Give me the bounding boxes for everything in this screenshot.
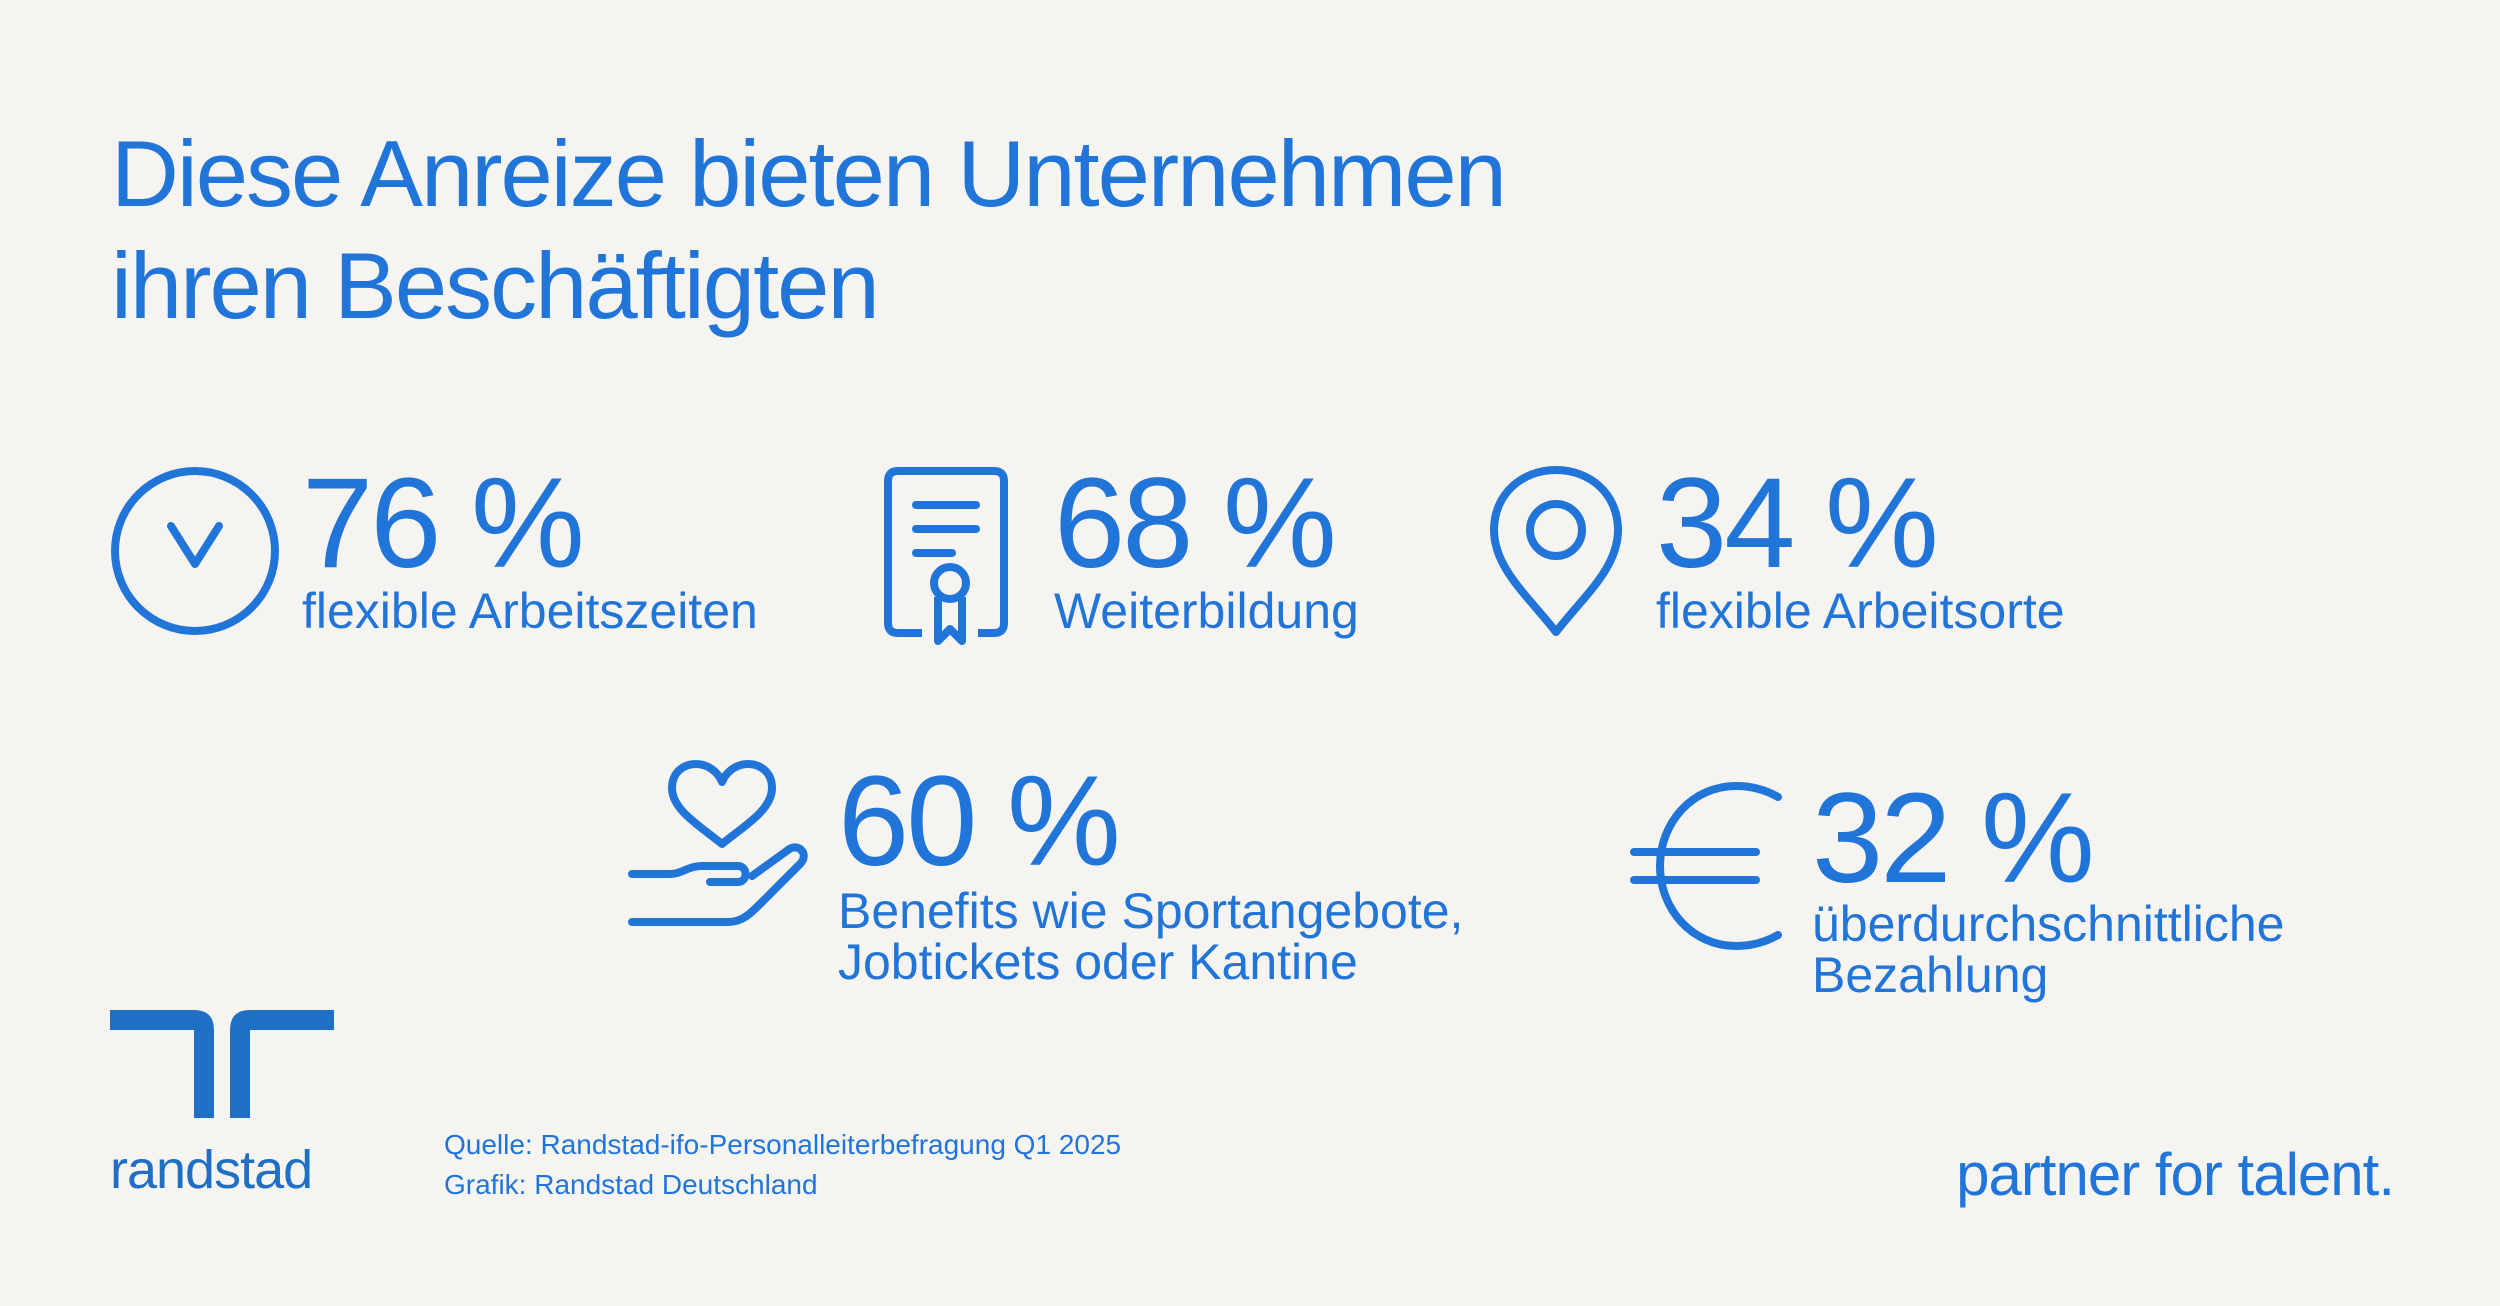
source-note: Quelle: Randstad-ifo-Personalleiterbefra… <box>444 1125 1121 1205</box>
randstad-logo-icon <box>110 1010 334 1118</box>
randstad-logo-text: randstad <box>110 1140 313 1200</box>
stat-value: 34 % <box>1656 452 1939 595</box>
title-line-1: Diese Anreize bieten Unternehmen <box>111 121 1507 226</box>
stat-value: 68 % <box>1054 452 1337 595</box>
source-line: Quelle: Randstad-ifo-Personalleiterbefra… <box>444 1129 1122 1160</box>
stat-label: flexible Arbeitszeiten <box>302 583 758 639</box>
stat-label: flexible Arbeitsorte <box>1656 583 2065 639</box>
page-title: Diese Anreize bieten Unternehmen ihren B… <box>111 118 1507 342</box>
stat-label: überdurchschnittliche Bezahlung <box>1812 896 2285 1003</box>
heart-hand-icon <box>628 760 808 926</box>
title-line-2: ihren Beschäftigten <box>111 233 880 338</box>
tagline: partner for talent. <box>1956 1141 2395 1208</box>
graphic-credit-line: Grafik: Randstad Deutschland <box>444 1169 818 1200</box>
stat-label: Weiterbildung <box>1054 583 1359 639</box>
certificate-icon <box>884 467 1008 645</box>
stat-value: 60 % <box>838 750 1121 893</box>
euro-icon <box>1630 781 1782 951</box>
stat-label: Benefits wie Sportangebote, Jobtickets o… <box>838 883 1464 990</box>
clock-icon <box>111 467 279 635</box>
stat-value: 76 % <box>302 452 585 595</box>
stat-value: 32 % <box>1812 767 2095 910</box>
location-pin-icon <box>1490 466 1622 636</box>
